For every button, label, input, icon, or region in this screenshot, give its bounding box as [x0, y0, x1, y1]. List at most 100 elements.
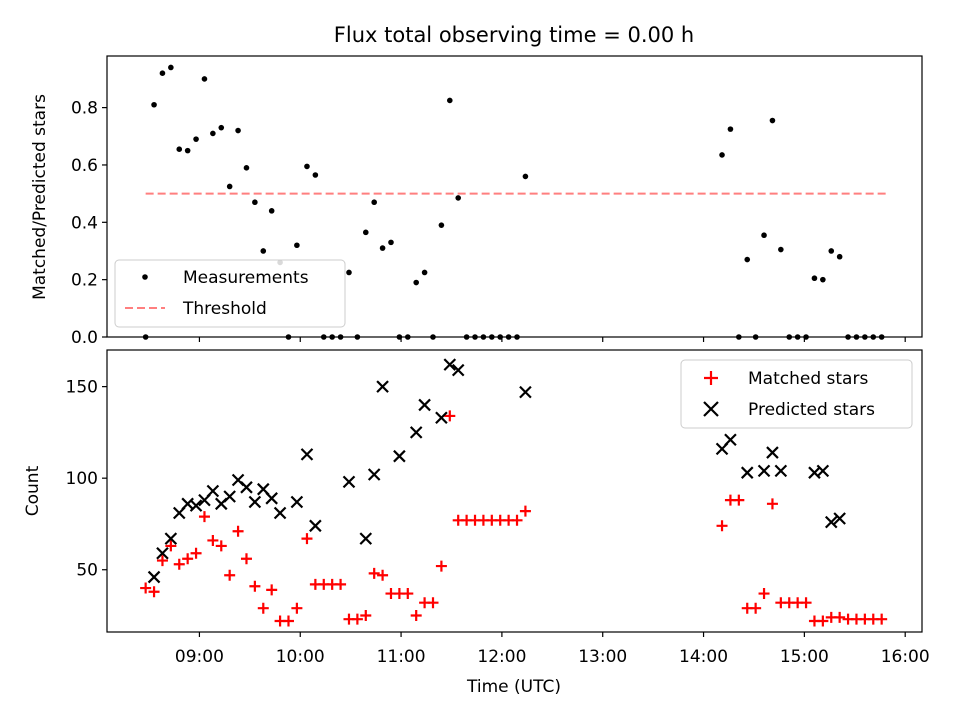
measurement-point: [455, 195, 462, 201]
predicted-stars-point: [164, 532, 178, 545]
matched-stars-point: [519, 505, 531, 517]
predicted-stars-point: [156, 546, 169, 560]
bottom-y-axis-label: Count: [23, 465, 43, 516]
matched-stars-point: [758, 588, 770, 600]
predicted-stars-point: [766, 446, 779, 459]
x-tick-label: 11:00: [377, 647, 426, 667]
matched-stars-point: [207, 534, 219, 546]
x-tick-label: 14:00: [679, 647, 728, 667]
x-axis-label: Time (UTC): [466, 677, 561, 697]
legend-label-matched-stars: Matched stars: [748, 369, 868, 389]
matched-stars-point: [351, 613, 363, 625]
matched-stars-point: [750, 602, 762, 614]
predicted-stars-point: [273, 506, 287, 520]
x-tick-label: 16:00: [881, 647, 930, 667]
legend-label-predicted-stars: Predicted stars: [748, 400, 875, 420]
predicted-stars-point: [443, 358, 457, 371]
matched-stars-point: [266, 584, 278, 596]
predicted-stars-point: [367, 468, 381, 481]
measurement-point: [413, 279, 419, 286]
measurement-point: [522, 173, 529, 180]
matched-stars-point: [224, 569, 236, 581]
x-tick-label: 13:00: [578, 647, 627, 667]
predicted-stars-point: [376, 380, 389, 393]
top-legend-box: [114, 259, 346, 328]
predicted-stars-point: [418, 398, 431, 412]
measurement-point: [828, 248, 835, 254]
top-y-tick-label: 0.6: [71, 156, 98, 176]
matched-stars-point: [511, 514, 523, 526]
matched-stars-point: [140, 582, 152, 594]
bottom-plot-area: [140, 358, 888, 627]
predicted-stars-point: [833, 512, 846, 525]
top-y-tick-label: 0.2: [71, 271, 98, 291]
x-tick-label: 09:00: [175, 647, 224, 667]
predicted-stars-point: [189, 499, 203, 512]
measurement-point: [159, 70, 166, 77]
matched-stars-point: [733, 494, 745, 506]
legend-marker-predicted-stars: [703, 401, 719, 417]
matched-stars-point: [198, 511, 210, 523]
predicted-stars-point: [223, 490, 236, 503]
predicted-stars-point: [757, 464, 771, 478]
measurement-point: [811, 275, 818, 282]
legend-marker-matched-stars: [704, 371, 718, 385]
top-axes-frame: [106, 55, 923, 338]
matched-stars-point: [173, 558, 185, 570]
matched-stars-point: [335, 578, 347, 590]
predicted-stars-point: [740, 466, 754, 479]
predicted-stars-point: [774, 464, 788, 478]
predicted-stars-point: [290, 495, 304, 509]
measurement-point: [438, 222, 445, 228]
bottom-legend-box: [680, 359, 913, 429]
matched-stars-point: [249, 580, 261, 592]
measurement-point: [447, 97, 453, 104]
measurement-point: [151, 101, 157, 108]
matched-stars-point: [817, 615, 829, 627]
top-panel: 0.00.20.40.60.8 Matched/Predicted stars …: [30, 55, 923, 348]
bottom-y-axis: 50 100 150: [66, 378, 107, 581]
measurement-point: [744, 256, 751, 263]
measurement-point: [820, 276, 826, 283]
predicted-stars-point: [359, 532, 373, 545]
measurement-point: [346, 269, 352, 276]
measurement-point: [421, 269, 428, 276]
matched-stars-point: [876, 613, 888, 625]
matched-stars-point: [368, 567, 380, 579]
predicted-stars-point: [248, 495, 262, 509]
matched-stars-point: [800, 597, 812, 609]
top-x-axis: [198, 337, 906, 342]
matched-stars-point: [165, 540, 177, 552]
measurement-point: [218, 124, 225, 131]
measurement-point: [769, 117, 776, 124]
measurement-point: [201, 76, 208, 82]
x-tick-label: 15:00: [780, 647, 829, 667]
matched-stars-point: [301, 533, 313, 545]
matched-stars-point: [766, 498, 778, 510]
matched-stars-point: [410, 610, 422, 622]
legend-marker-measurements: [142, 274, 148, 280]
measurement-point: [226, 183, 233, 190]
matched-stars-point: [444, 410, 456, 422]
top-y-tick-label: 0.0: [71, 328, 98, 348]
matched-stars-point: [360, 610, 372, 622]
matched-stars-point: [435, 560, 447, 572]
predicted-stars-point: [519, 385, 532, 399]
matched-stars-point: [282, 615, 294, 627]
predicted-stars-point: [342, 475, 356, 489]
matched-stars-point: [291, 602, 303, 614]
predicted-stars-point: [240, 481, 253, 494]
measurement-point: [304, 163, 310, 170]
legend-label-threshold: Threshold: [182, 299, 267, 319]
top-y-tick-label: 0.4: [71, 213, 98, 233]
top-y-axis: 0.0 0.2 0.4 0.6 0.8: [71, 99, 107, 348]
measurement-point: [243, 165, 250, 171]
predicted-stars-point: [824, 515, 838, 529]
x-tick-label: 10:00: [276, 647, 325, 667]
matched-stars-point: [240, 553, 252, 565]
matched-stars-point: [834, 611, 846, 623]
chart-title: Flux total observing time = 0.00 h: [334, 23, 694, 47]
predicted-stars-point: [393, 449, 406, 463]
matched-stars-point: [156, 555, 168, 567]
